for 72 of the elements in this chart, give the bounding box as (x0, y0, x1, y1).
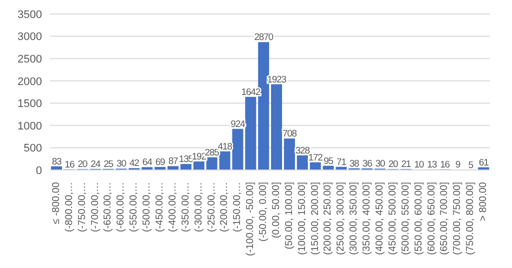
x-tick-label: (-550.00,… (128, 182, 140, 232)
y-tick-label: 3000 (18, 31, 42, 44)
data-label: 30 (375, 158, 386, 170)
data-label: 24 (90, 158, 100, 170)
data-label: 418 (218, 141, 232, 152)
x-tick-label: (650.00, 700.00] (439, 182, 450, 255)
data-label: 36 (362, 158, 372, 170)
x-tick-label: (-600.00,… (116, 182, 127, 232)
y-tick-label: 0 (36, 164, 42, 177)
y-tick-label: 1000 (18, 120, 42, 132)
x-tick-label: (-100.00, -50.00] (245, 182, 256, 256)
data-label: 172 (308, 152, 323, 164)
data-label: 10 (414, 160, 424, 171)
data-label: 2870 (254, 32, 274, 44)
x-tick-label: (-650.00,… (102, 182, 114, 232)
x-tick-label: (-500.00,… (142, 182, 153, 232)
x-tick-label: (-150.00,… (232, 182, 244, 232)
x-tick-label: (300.00, 350.00] (348, 182, 360, 255)
data-label: 5 (468, 160, 474, 171)
x-tick-label: (600.00, 650.00] (426, 182, 438, 255)
x-tick-label: (100.00, 150.00] (296, 182, 308, 255)
data-label: 38 (349, 158, 360, 170)
data-label: 30 (116, 158, 126, 170)
x-tick-label: (-400.00,… (167, 182, 178, 232)
data-label: 21 (401, 159, 411, 170)
x-tick-label: (-300.00,… (193, 182, 204, 232)
data-label: 9 (455, 160, 460, 171)
data-label: 25 (104, 158, 114, 170)
data-label: 20 (78, 159, 88, 170)
data-label: 87 (168, 156, 178, 168)
data-label: 42 (129, 158, 140, 170)
x-tick-label: (500.00, 550.00] (400, 182, 412, 255)
data-label: 13 (427, 159, 437, 170)
x-tick-label: (-750.00,… (76, 182, 88, 232)
x-tick-label: (250.00, 300.00] (336, 182, 347, 255)
data-label: 83 (52, 156, 62, 168)
x-tick-label: (150.00, 200.00] (310, 182, 321, 255)
x-tick-label: (50.00, 100.00] (284, 182, 295, 250)
x-tick-label: (-700.00,… (90, 182, 101, 232)
y-tick-label: 2000 (18, 76, 42, 88)
x-tick-label: (-250.00,… (206, 182, 218, 232)
data-label: 64 (142, 157, 152, 168)
x-tick-label: > 800.00 (478, 182, 490, 222)
x-tick-label: (-450.00,… (154, 182, 166, 232)
y-tick-label: 2500 (18, 53, 42, 66)
data-label: 924 (230, 118, 246, 130)
x-tick-label: (350.00, 400.00] (362, 182, 373, 255)
x-tick-label: (550.00, 600.00] (413, 182, 424, 255)
x-tick-label: (700.00, 750.00] (452, 182, 464, 255)
x-tick-label: (200.00, 250.00] (322, 182, 334, 255)
x-tick-label: (750.00, 800.00] (465, 182, 476, 255)
data-label: 61 (478, 157, 489, 168)
data-label: 20 (388, 159, 398, 170)
x-tick-label: (-200.00,… (219, 182, 230, 232)
data-label: 285 (204, 147, 220, 158)
data-label: 16 (64, 159, 74, 170)
x-tick-label: (-350.00,… (180, 182, 192, 232)
y-tick-label: 1500 (18, 98, 42, 110)
x-tick-label: (0.00, 50.00] (270, 182, 282, 238)
x-tick-label: (-800.00,… (64, 182, 75, 232)
x-tick-label: (-50.00, 0.00] (258, 182, 270, 242)
x-tick-label: (450.00, 500.00] (387, 182, 398, 255)
data-label: 71 (336, 156, 346, 168)
data-label: 328 (295, 145, 310, 156)
y-tick-label: 3500 (18, 8, 42, 21)
data-label: 95 (324, 156, 334, 167)
data-label: 69 (155, 156, 166, 168)
y-tick-label: 500 (24, 142, 42, 155)
x-tick-label: ≤ -800.00 (50, 182, 62, 224)
x-tick-label: (400.00, 450.00] (374, 182, 386, 255)
data-label: 708 (282, 128, 297, 140)
data-label: 16 (440, 159, 450, 170)
